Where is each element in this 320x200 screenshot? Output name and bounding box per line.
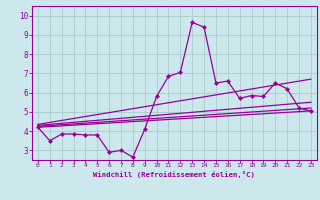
X-axis label: Windchill (Refroidissement éolien,°C): Windchill (Refroidissement éolien,°C) (93, 171, 255, 178)
